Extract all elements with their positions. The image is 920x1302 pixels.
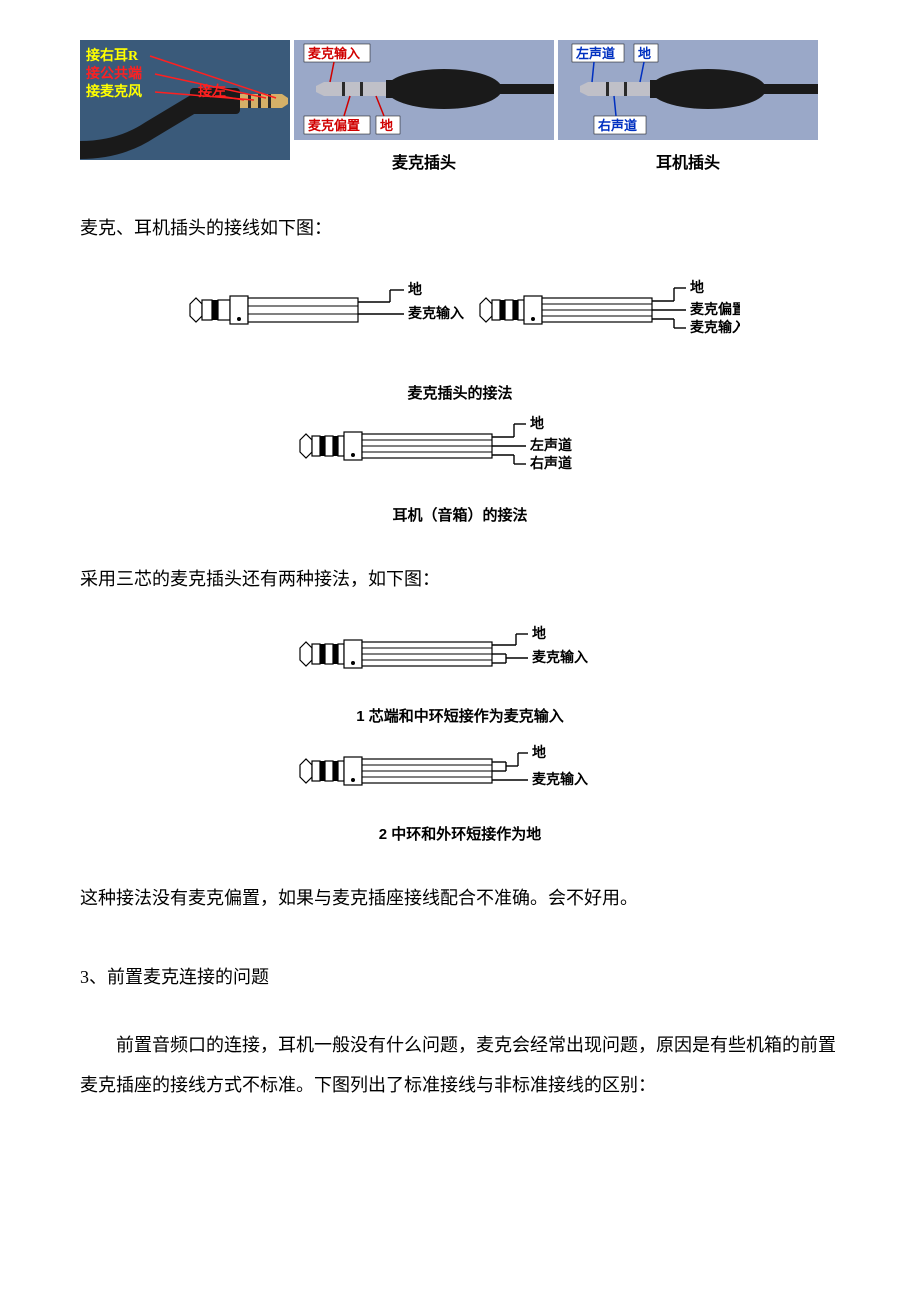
diagram-1-caption-2: 耳机（音箱）的接法 [80,499,840,532]
d2a-mic: 麦克输入 [532,649,588,665]
d1b-bias: 麦克偏置 [690,301,740,317]
diagram-2-caption-1: 1 芯端和中环短接作为麦克输入 [80,700,840,733]
diagram-2b: 地 麦克输入 [260,733,660,799]
d1c-left: 左声道 [529,437,572,453]
photo-row: 接右耳R 接公共端 接麦克风 接左 麦克输入 麦克偏置 [80,40,840,181]
photo3-caption: 耳机插头 [656,146,720,181]
section-3-body: 前置音频口的连接，耳机一般没有什么问题，麦克会经常出现问题，原因是有些机箱的前置… [80,1026,840,1105]
d2a-gnd: 地 [532,625,546,641]
photo2-label-mic-in: 麦克输入 [308,46,360,61]
diagram-1: 地 麦克输入 地 麦克偏置 麦克输入 [80,269,840,532]
para-1: 麦克、耳机插头的接线如下图： [80,209,840,249]
photo2-label-gnd: 地 [380,118,393,133]
d1a-gnd: 地 [408,281,422,297]
photo1-label-common: 接公共端 [86,65,142,82]
d2b-mic: 麦克输入 [532,771,588,787]
diagram-1-row1: 地 麦克输入 地 麦克偏置 麦克输入 [180,269,740,359]
section-3-title: 3、前置麦克连接的问题 [80,958,840,998]
diagram-2-caption-2: 2 中环和外环短接作为地 [80,818,840,851]
d1c-right: 右声道 [529,455,572,471]
diagram-1-caption-1: 麦克插头的接法 [80,377,840,410]
photo1-label-right-ear: 接右耳R [86,47,139,64]
photo-3: 左声道 地 右声道 耳机插头 [558,40,818,181]
d1c-gnd: 地 [530,415,544,431]
photo-1: 接右耳R 接公共端 接麦克风 接左 [80,40,290,181]
photo-3-svg: 左声道 地 右声道 [558,40,818,140]
d2b-gnd: 地 [532,744,546,760]
photo3-label-gnd: 地 [638,46,651,61]
diagram-2: 地 麦克输入 1 芯端和中环短接作为麦克输入 地 [80,620,840,851]
photo-2-svg: 麦克输入 麦克偏置 地 [294,40,554,140]
diagram-1-row2: 地 左声道 右声道 [270,410,650,480]
photo2-label-mic-bias: 麦克偏置 [308,118,360,133]
para-2: 采用三芯的麦克插头还有两种接法，如下图： [80,560,840,600]
d1b-mic: 麦克输入 [690,319,740,335]
photo1-label-mic: 接麦克风 [86,83,142,100]
photo2-caption: 麦克插头 [392,146,456,181]
photo3-label-left: 左声道 [576,46,615,61]
photo3-label-right: 右声道 [597,118,637,133]
photo-1-svg: 接右耳R 接公共端 接麦克风 接左 [80,40,290,160]
para-3: 这种接法没有麦克偏置，如果与麦克插座接线配合不准确。会不好用。 [80,879,840,919]
d1a-mic: 麦克输入 [408,305,464,321]
d1b-gnd: 地 [690,279,704,295]
photo-2: 麦克输入 麦克偏置 地 麦克插头 [294,40,554,181]
diagram-2a: 地 麦克输入 [260,620,660,682]
photo1-label-left: 接左 [198,83,226,100]
